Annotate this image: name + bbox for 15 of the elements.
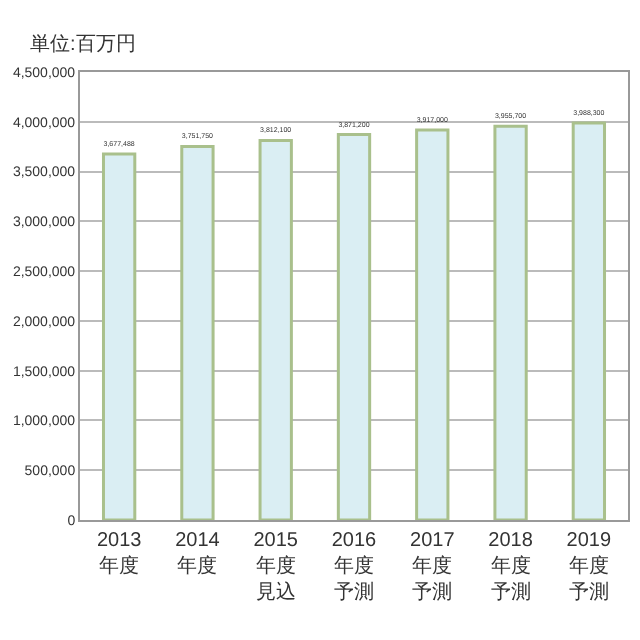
bar [571,121,607,520]
bar [415,128,450,520]
x-tick-label: 2014年度 [175,530,221,578]
x-tick-label: 2016年度予測 [331,530,378,604]
x-tick-label: 2019年度予測 [566,530,612,604]
x-tick-label: 2015年度見込 [253,530,299,604]
bar [101,152,137,520]
x-tick-label: 2017年度予測 [410,530,456,604]
bar [336,133,372,520]
bar [180,145,215,520]
x-tick-label: 2018年度予測 [488,530,534,604]
x-tick-label: 2013年度 [96,530,143,578]
y-axis-title: 単位:百万円 [30,32,136,56]
bar [493,124,528,520]
bar [258,138,293,520]
